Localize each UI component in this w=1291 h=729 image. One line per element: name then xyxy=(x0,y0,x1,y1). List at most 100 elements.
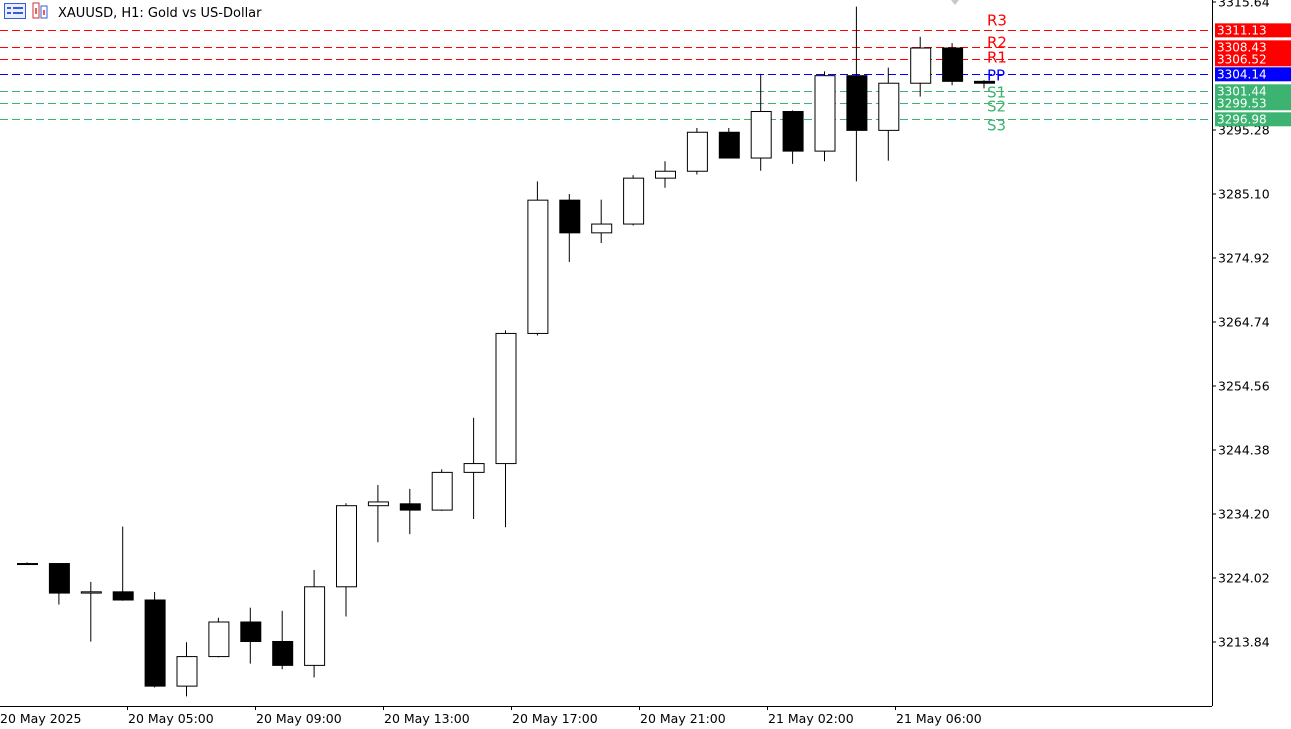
candle-body xyxy=(272,640,294,666)
candle-body xyxy=(910,47,932,84)
candle xyxy=(655,161,676,188)
candle-body xyxy=(48,563,70,594)
level-price-label: 3304.14 xyxy=(1217,67,1267,81)
candle-body xyxy=(463,463,485,473)
level-name-r1: R1 xyxy=(987,48,1007,66)
candles xyxy=(17,6,995,697)
level-price-label: 3306.52 xyxy=(1217,52,1267,66)
x-tick-label: 21 May 02:00 xyxy=(768,711,854,726)
candle xyxy=(80,581,102,642)
level-price-tag-r2 xyxy=(1215,40,1291,55)
y-tick-label: 3244.38 xyxy=(1218,443,1270,458)
candle-body xyxy=(399,503,421,511)
y-tick-label: 3224.02 xyxy=(1218,571,1270,586)
candle xyxy=(431,469,453,511)
candle xyxy=(336,503,357,617)
candle-body xyxy=(686,131,708,172)
x-tick-label: 20 May 05:00 xyxy=(128,711,214,726)
candle xyxy=(144,591,166,688)
candle xyxy=(176,642,198,697)
candle xyxy=(527,181,549,336)
candle-body xyxy=(846,75,868,131)
candle xyxy=(750,73,772,171)
candle xyxy=(208,617,230,658)
candle-body xyxy=(176,656,198,687)
candle xyxy=(814,71,836,162)
level-price-tag-r1 xyxy=(1215,52,1291,67)
symbol-title: XAUUSD, H1: Gold vs US-Dollar xyxy=(58,5,262,21)
candle-body xyxy=(17,563,38,566)
level-name-s2: S2 xyxy=(987,97,1006,115)
candle xyxy=(559,194,581,262)
y-tick-label: 3234.20 xyxy=(1218,507,1270,522)
level-price-tag-pp xyxy=(1215,67,1291,82)
y-tick-label: 3264.74 xyxy=(1218,315,1270,330)
candle-body xyxy=(750,111,772,159)
candle-body xyxy=(591,223,613,234)
instrument-icon[interactable] xyxy=(32,2,52,24)
candle-body xyxy=(431,471,453,511)
candle xyxy=(846,6,868,182)
x-tick-label: 20 May 17:00 xyxy=(512,711,598,726)
candle xyxy=(623,175,645,226)
candle-body xyxy=(112,591,134,601)
candle xyxy=(782,110,804,164)
candle xyxy=(240,607,262,664)
candle-body xyxy=(559,199,581,234)
y-tick-label: 3315.64 xyxy=(1218,0,1270,10)
candle-body xyxy=(782,111,804,152)
level-price-tag-s3 xyxy=(1215,112,1291,127)
chart-menu-icon[interactable] xyxy=(4,3,26,23)
candle-body xyxy=(718,131,740,159)
level-name-s3: S3 xyxy=(987,116,1006,134)
y-tick-label: 3285.10 xyxy=(1218,187,1270,202)
level-price-tag-r3 xyxy=(1215,23,1291,38)
candle xyxy=(910,36,932,97)
candle-body xyxy=(878,82,900,131)
candle-body xyxy=(208,621,230,658)
candle-body xyxy=(240,621,262,642)
chart-shift-marker-icon[interactable] xyxy=(951,0,959,5)
candle-body xyxy=(623,177,645,225)
level-price-label: 3299.53 xyxy=(1217,96,1267,110)
candle-body xyxy=(304,586,326,666)
candle-body xyxy=(367,501,389,507)
candle-body xyxy=(80,591,102,594)
candle xyxy=(17,562,38,566)
level-price-label: 3301.44 xyxy=(1217,84,1267,98)
candle xyxy=(591,199,613,244)
candle-body xyxy=(495,332,517,465)
candle xyxy=(399,488,421,535)
candle-body xyxy=(336,505,357,588)
x-tick-label: 20 May 13:00 xyxy=(384,711,470,726)
candle xyxy=(367,485,389,543)
candle-body xyxy=(942,47,964,82)
level-name-pp: PP xyxy=(987,66,1005,84)
y-tick-label: 3213.84 xyxy=(1218,635,1270,650)
candle xyxy=(112,526,134,601)
candle xyxy=(463,417,485,520)
level-name-s1: S1 xyxy=(987,83,1006,101)
level-price-label: 3311.13 xyxy=(1217,23,1267,37)
candle xyxy=(974,80,995,89)
x-tick-label: 20 May 21:00 xyxy=(640,711,726,726)
candle-body xyxy=(527,199,549,334)
price-axis: 3315.643295.283285.103274.923264.743254.… xyxy=(0,0,1270,707)
y-tick-label: 3274.92 xyxy=(1218,251,1270,266)
level-price-label: 3308.43 xyxy=(1217,40,1267,54)
time-axis: 20 May 2025 20 May 05:00 20 May 09:00 20 Ma… xyxy=(0,706,982,726)
x-tick-label: 21 May 06:00 xyxy=(896,711,982,726)
candle-body xyxy=(655,170,676,179)
candle-body xyxy=(144,599,166,687)
candle xyxy=(272,610,294,670)
y-tick-label: 3254.56 xyxy=(1218,379,1270,394)
candle xyxy=(304,569,326,678)
chart-title-bar: XAUUSD, H1: Gold vs US-Dollar xyxy=(4,2,262,24)
x-tick-label: 20 May 09:00 xyxy=(256,711,342,726)
candle xyxy=(718,127,740,159)
candle-body xyxy=(974,80,995,84)
level-name-r3: R3 xyxy=(987,11,1007,29)
level-price-tag-s1 xyxy=(1215,84,1291,99)
x-tick-label: 20 May 2025 xyxy=(0,711,82,726)
